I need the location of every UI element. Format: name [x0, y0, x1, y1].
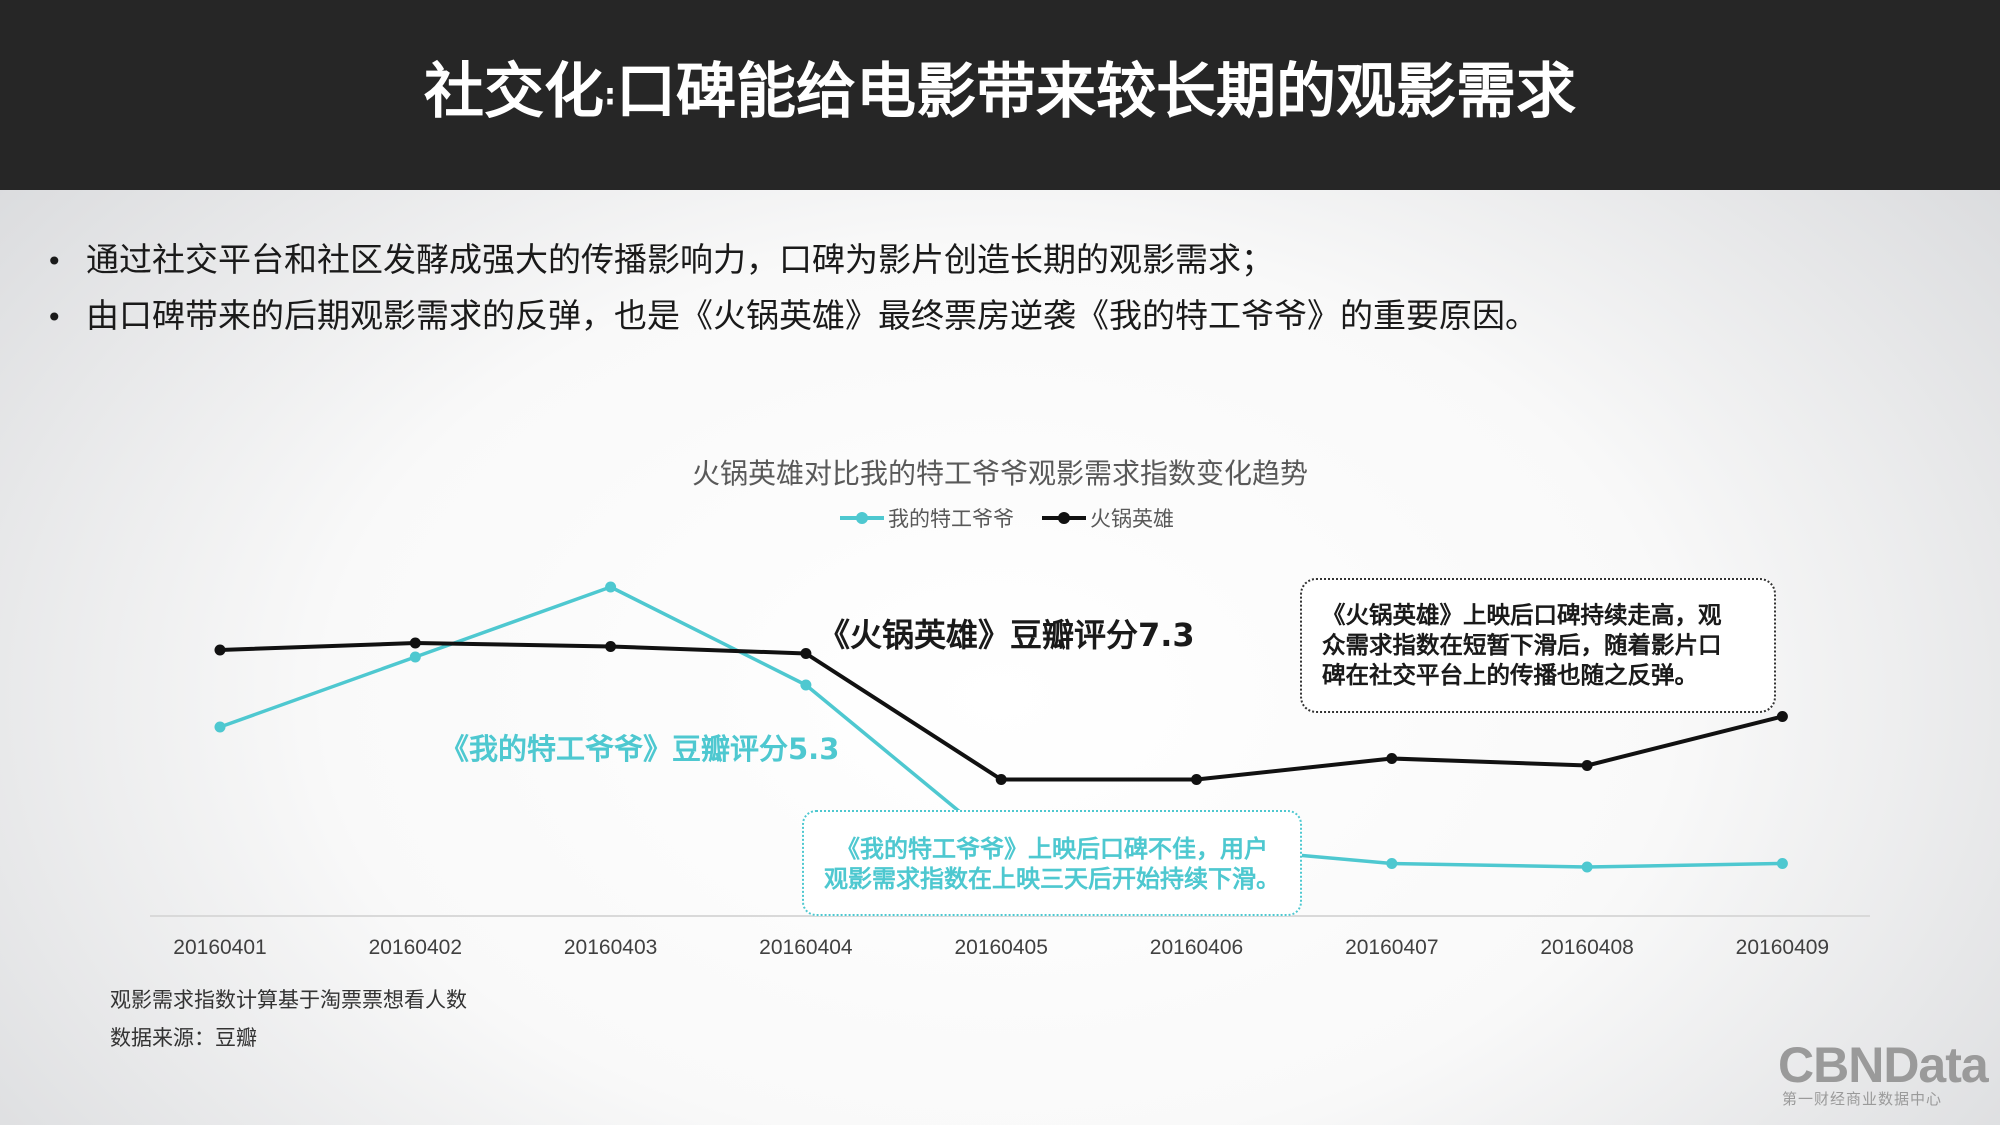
callout-line: 众需求指数在短暂下滑后，随着影片口	[1322, 631, 1722, 659]
data-point	[1776, 711, 1788, 722]
callout-line: 《我的特工爷爷》上映后口碑不佳，用户	[836, 835, 1268, 863]
data-point	[605, 581, 617, 593]
data-point	[214, 721, 226, 733]
logo-text: CBNData	[1778, 1037, 1989, 1093]
callout-box-agent: 《我的特工爷爷》上映后口碑不佳，用户 观影需求指数在上映三天后开始持续下滑。	[802, 810, 1302, 916]
chart-title: 火锅英雄对比我的特工爷爷观影需求指数变化趋势	[691, 457, 1308, 490]
header-bar: 社交化:口碑能给电影带来较长期的观影需求	[0, 0, 2000, 190]
callout-line: 观影需求指数在上映三天后开始持续下滑。	[824, 865, 1280, 893]
footnote-note: 观影需求指数计算基于淘票票想看人数	[110, 988, 467, 1012]
data-point	[214, 644, 226, 656]
x-tick-label: 20160409	[1736, 936, 1829, 959]
x-tick-label: 20160403	[564, 936, 657, 959]
data-point	[409, 651, 421, 663]
chart-legend: 我的特工爷爷 火锅英雄	[840, 503, 1202, 533]
data-point	[800, 648, 812, 659]
logo-subtext: 第一财经商业数据中心	[1782, 1091, 1943, 1108]
x-tick-label: 20160404	[759, 936, 853, 959]
data-point	[1581, 861, 1593, 873]
x-tick-label: 20160402	[369, 936, 462, 959]
bullet-item: • 通过社交平台和社区发酵成强大的传播影响力，口碑为影片创造长期的观影需求；	[46, 240, 1274, 279]
legend-item-hotpot: 火锅英雄	[1042, 503, 1174, 533]
x-tick-label: 20160408	[1540, 936, 1633, 959]
rating-label-agent: 《我的特工爷爷》豆瓣评分5.3	[440, 732, 840, 766]
bullet-item: • 由口碑带来的后期观影需求的反弹，也是《火锅英雄》最终票房逆袭《我的特工爷爷》的…	[46, 296, 1538, 335]
bullet-list: • 通过社交平台和社区发酵成强大的传播影响力，口碑为影片创造长期的观影需求； • 由…	[46, 232, 1946, 344]
x-tick-label: 20160405	[954, 936, 1047, 959]
callout-box-hotpot: 《火锅英雄》上映后口碑持续走高，观 众需求指数在短暂下滑后，随着影片口 碑在社交…	[1300, 578, 1776, 713]
data-point	[1191, 774, 1202, 785]
data-point	[800, 679, 812, 691]
data-point	[409, 637, 421, 649]
legend-label: 我的特工爷爷	[888, 507, 1014, 531]
rating-label-hotpot: 《火锅英雄》豆瓣评分7.3	[818, 616, 1195, 654]
legend-item-agent: 我的特工爷爷	[840, 503, 1014, 533]
data-point	[995, 774, 1007, 785]
callout-line: 《火锅英雄》上映后口碑持续走高，观	[1322, 601, 1722, 629]
cbndata-logo: CBNData 第一财经商业数据中心	[1778, 1037, 1989, 1109]
x-tick-label: 20160401	[173, 936, 266, 959]
legend-label: 火锅英雄	[1090, 507, 1174, 531]
x-tick-label: 20160406	[1150, 936, 1243, 959]
x-tick-label: 20160407	[1345, 936, 1438, 959]
data-point	[1386, 753, 1398, 764]
legend-swatch	[1042, 512, 1086, 524]
footnote-source: 数据来源：豆瓣	[110, 1026, 257, 1050]
data-point	[1776, 858, 1788, 869]
data-point	[605, 641, 617, 652]
legend-swatch	[840, 512, 884, 524]
callout-line: 碑在社交平台上的传播也随之反弹。	[1322, 661, 1698, 689]
page-title: 社交化:口碑能给电影带来较长期的观影需求	[424, 57, 1576, 127]
data-point	[1581, 760, 1593, 771]
data-point	[1386, 858, 1398, 869]
